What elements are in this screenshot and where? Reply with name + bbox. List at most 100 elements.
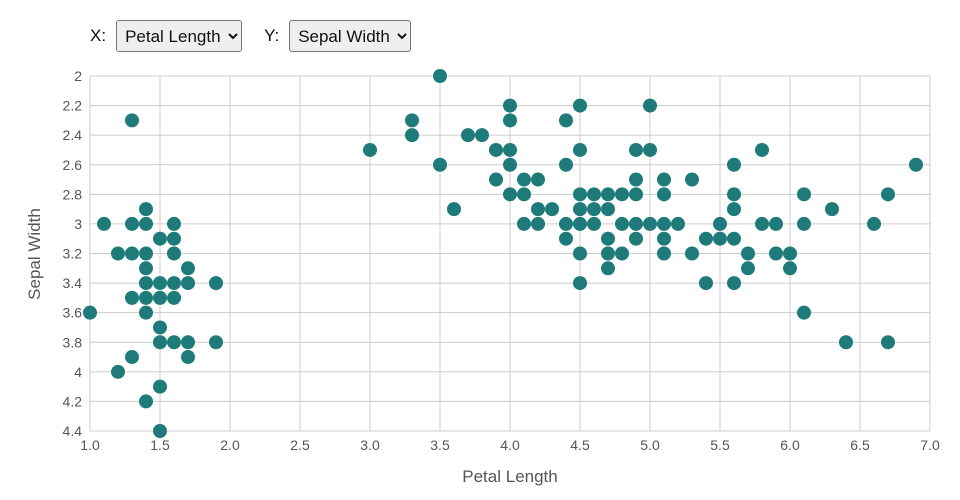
y-axis-control-label: Y:	[264, 26, 280, 45]
data-point	[125, 350, 139, 365]
data-point	[167, 335, 181, 350]
data-point	[83, 305, 97, 320]
data-point	[363, 142, 377, 157]
data-point	[643, 98, 657, 113]
data-point	[573, 202, 587, 217]
data-point	[153, 335, 167, 350]
data-point	[153, 276, 167, 291]
data-point	[573, 216, 587, 231]
data-point	[447, 202, 461, 217]
data-point	[587, 202, 601, 217]
data-point	[503, 113, 517, 128]
data-point	[489, 142, 503, 157]
x-tick-label: 7.0	[920, 437, 940, 453]
data-point	[433, 157, 447, 172]
data-point	[643, 142, 657, 157]
data-point	[867, 216, 881, 231]
data-point	[405, 113, 419, 128]
data-point	[825, 202, 839, 217]
data-point	[181, 261, 195, 276]
data-point	[167, 216, 181, 231]
y-tick-label: 3.2	[63, 246, 83, 262]
data-point	[741, 246, 755, 261]
data-point	[643, 216, 657, 231]
data-point	[769, 246, 783, 261]
data-point	[783, 261, 797, 276]
data-point	[797, 187, 811, 202]
data-point	[601, 187, 615, 202]
data-point	[167, 246, 181, 261]
data-point	[629, 142, 643, 157]
data-point	[783, 246, 797, 261]
data-point	[587, 216, 601, 231]
x-axis-title: Petal Length	[462, 467, 557, 486]
data-point	[503, 98, 517, 113]
data-point	[545, 202, 559, 217]
data-point	[727, 202, 741, 217]
data-point	[503, 187, 517, 202]
data-point	[181, 350, 195, 365]
data-point	[139, 246, 153, 261]
data-point	[727, 276, 741, 291]
data-point	[797, 216, 811, 231]
x-tick-label: 2.5	[290, 437, 310, 453]
data-point	[713, 231, 727, 246]
y-tick-label: 2	[74, 68, 82, 84]
data-point	[601, 231, 615, 246]
data-point	[517, 216, 531, 231]
y-axis-title: Sepal Width	[25, 208, 44, 300]
data-point	[517, 187, 531, 202]
data-point	[615, 216, 629, 231]
data-point	[181, 276, 195, 291]
data-point	[601, 246, 615, 261]
data-point	[755, 142, 769, 157]
y-axis-select[interactable]: Sepal Width	[289, 20, 412, 52]
data-point	[671, 216, 685, 231]
data-point	[657, 172, 671, 187]
data-point	[153, 320, 167, 335]
data-point	[727, 231, 741, 246]
data-point	[699, 231, 713, 246]
x-tick-label: 5.5	[710, 437, 730, 453]
data-point	[139, 305, 153, 320]
x-tick-label: 3.0	[360, 437, 380, 453]
data-point	[629, 172, 643, 187]
data-point	[209, 276, 223, 291]
data-point	[111, 246, 125, 261]
x-tick-label: 6.5	[850, 437, 870, 453]
data-point	[405, 128, 419, 143]
data-point	[629, 187, 643, 202]
data-point	[503, 142, 517, 157]
data-point	[167, 231, 181, 246]
y-tick-label: 2.4	[63, 127, 83, 143]
data-point	[601, 261, 615, 276]
data-point	[153, 231, 167, 246]
x-axis-control-label: X:	[90, 26, 107, 45]
data-point	[461, 128, 475, 143]
x-tick-label: 6.0	[780, 437, 800, 453]
x-axis-select[interactable]: Petal Length	[116, 20, 243, 52]
data-point	[153, 424, 167, 438]
data-point	[615, 187, 629, 202]
x-tick-label: 5.0	[640, 437, 660, 453]
data-point	[601, 202, 615, 217]
x-tick-label: 4.0	[500, 437, 520, 453]
data-point	[629, 231, 643, 246]
data-point	[657, 187, 671, 202]
data-point	[727, 157, 741, 172]
data-point	[475, 128, 489, 143]
data-point	[573, 142, 587, 157]
data-point	[531, 172, 545, 187]
data-point	[657, 216, 671, 231]
data-point	[881, 187, 895, 202]
data-point	[741, 261, 755, 276]
y-tick-label: 2.2	[63, 98, 83, 114]
data-point	[573, 246, 587, 261]
data-point	[573, 276, 587, 291]
data-point	[657, 246, 671, 261]
x-tick-label: 2.0	[220, 437, 240, 453]
x-tick-label: 3.5	[430, 437, 450, 453]
y-tick-label: 4.2	[63, 393, 83, 409]
data-point	[125, 246, 139, 261]
y-tick-label: 3.6	[63, 305, 83, 321]
